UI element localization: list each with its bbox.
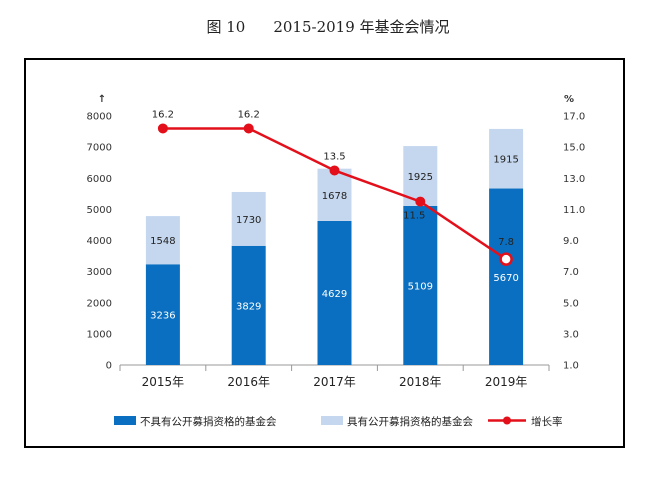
- y2-tick-label: 11.0: [563, 205, 585, 216]
- x-category-label: 2019年: [485, 375, 528, 389]
- y-tick-label: 3000: [87, 267, 112, 278]
- y2-tick-label: 15.0: [563, 143, 585, 154]
- figure-number: 图 10: [206, 18, 246, 36]
- y-tick-label: 2000: [87, 298, 112, 309]
- chart: 0 1000 2000 3000 4000 5000 6000 7000 8000 ↑ 1.0 3.0…: [87, 94, 586, 428]
- legend-label-public: 具有公开募捐资格的基金会: [347, 415, 473, 428]
- growth-rate-label: 11.5: [403, 211, 425, 222]
- y2-axis-unit: %: [564, 94, 574, 105]
- y2-tick-label: 5.0: [563, 298, 579, 309]
- bar-value-label: 1730: [236, 215, 261, 226]
- legend-marker-growth: [503, 416, 511, 425]
- y2-tick-label: 7.0: [563, 267, 579, 278]
- x-category-label: 2018年: [399, 375, 442, 389]
- bar-segment-public: [231, 191, 266, 246]
- bar-segment-public: [489, 128, 524, 189]
- y-tick-label: 0: [106, 361, 112, 372]
- figure-title: 图 10 2015-2019 年基金会情况: [0, 16, 656, 37]
- bar-value-label: 1915: [493, 155, 518, 166]
- growth-rate-label: 16.2: [152, 109, 174, 120]
- y2-tick-label: 1.0: [563, 361, 579, 372]
- growth-rate-point: [329, 165, 340, 176]
- growth-rate-label: 16.2: [238, 109, 260, 120]
- y-tick-label: 1000: [87, 329, 112, 340]
- y-axis-arrow: ↑: [98, 94, 106, 105]
- bar-value-label: 3236: [150, 311, 175, 322]
- bar-segment-no-public: [489, 188, 524, 365]
- y-tick-label: 4000: [87, 236, 112, 247]
- legend-label-growth: 增长率: [531, 415, 563, 428]
- bar-segment-no-public: [145, 264, 180, 365]
- growth-rate-point: [243, 123, 254, 134]
- y2-tick-label: 13.0: [563, 174, 585, 185]
- growth-rate-point: [499, 252, 513, 266]
- legend-swatch-public: [321, 416, 343, 425]
- growth-rate-label: 7.8: [498, 237, 514, 248]
- bar-segment-no-public: [403, 205, 438, 365]
- bar-value-label: 5109: [408, 281, 433, 292]
- bar-value-label: 1925: [408, 172, 433, 183]
- x-category-label: 2015年: [142, 375, 185, 389]
- bar-value-label: 3829: [236, 301, 261, 312]
- bar-value-label: 1548: [150, 236, 175, 247]
- y2-tick-label: 3.0: [563, 329, 579, 340]
- chart-frame: 0 1000 2000 3000 4000 5000 6000 7000 8000 ↑ 1.0 3.0…: [24, 58, 625, 448]
- growth-rate-label: 13.5: [323, 151, 345, 162]
- figure-caption: 2015-2019 年基金会情况: [273, 18, 450, 36]
- y-tick-label: 8000: [87, 112, 112, 123]
- growth-rate-point: [157, 123, 168, 134]
- bar-value-label: 4629: [322, 289, 347, 300]
- bar-segment-public: [145, 216, 180, 265]
- bar-value-label: 1678: [322, 191, 347, 202]
- bar-segment-public: [403, 146, 438, 206]
- legend-label-no-public: 不具有公开募捐资格的基金会: [140, 415, 277, 428]
- bar-segment-public: [317, 168, 352, 221]
- bar-segment-no-public: [231, 245, 266, 365]
- bar-value-label: 5670: [493, 273, 518, 284]
- y-tick-label: 7000: [87, 143, 112, 154]
- bar-segment-no-public: [317, 220, 352, 365]
- growth-rate-point: [415, 196, 426, 207]
- legend-swatch-no-public: [114, 416, 136, 425]
- y2-tick-label: 17.0: [563, 112, 585, 123]
- x-category-label: 2016年: [227, 375, 270, 389]
- y-tick-label: 6000: [87, 174, 112, 185]
- y-tick-label: 5000: [87, 205, 112, 216]
- x-category-label: 2017年: [313, 375, 356, 389]
- y2-tick-label: 9.0: [563, 236, 579, 247]
